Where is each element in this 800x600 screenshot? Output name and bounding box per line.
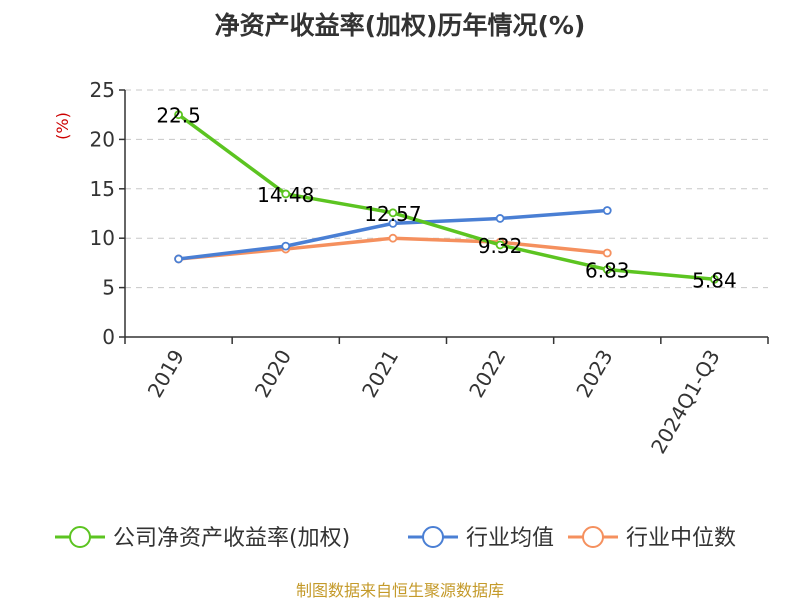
- x-tick-label: 2020: [250, 346, 296, 402]
- chart-title: 净资产收益率(加权)历年情况(%): [215, 11, 586, 40]
- data-point: [388, 233, 398, 243]
- legend-swatch-marker: [422, 526, 444, 548]
- legend-label: 行业中位数: [626, 526, 736, 551]
- data-label: 5.84: [692, 268, 737, 292]
- data-point: [495, 214, 505, 223]
- data-label: 22.5: [156, 104, 201, 128]
- series-lines: [174, 110, 719, 284]
- grid-lines: [125, 89, 768, 289]
- data-point: [602, 248, 612, 258]
- legend-swatch-marker: [69, 526, 91, 548]
- data-point: [710, 274, 719, 284]
- legend: 公司净资产收益率(加权) 行业均值 行业中位数: [55, 526, 736, 551]
- data-point: [602, 265, 612, 274]
- y-tick-labels: 0 5 10 15 20 25: [90, 78, 115, 349]
- y-axis-label: (%): [53, 112, 72, 140]
- data-label: 9.32: [478, 234, 523, 258]
- y-tick-label: 15: [90, 177, 115, 201]
- data-point: [495, 240, 505, 250]
- y-tick-label: 25: [90, 78, 115, 102]
- x-tick-label: 2023: [571, 346, 617, 402]
- data-point: [602, 206, 612, 215]
- x-tick-label: 2024Q1-Q3: [646, 346, 725, 458]
- data-point: [281, 241, 291, 251]
- legend-label: 公司净资产收益率(加权): [113, 526, 350, 551]
- x-tick-label: 2021: [357, 346, 403, 402]
- x-tick-label: 2019: [143, 346, 189, 402]
- x-tick-labels: 2019 2020 2021 2022 2023 2024Q1-Q3: [143, 346, 725, 458]
- axes: [119, 89, 769, 344]
- source-note: 制图数据来自恒生聚源数据库: [296, 581, 504, 600]
- data-point: [174, 110, 183, 120]
- x-tick-label: 2022: [464, 346, 510, 402]
- data-point: [174, 254, 183, 264]
- data-point: [388, 218, 398, 228]
- data-label: 12.57: [364, 202, 421, 226]
- y-tick-label: 0: [102, 325, 115, 349]
- data-point: [388, 208, 398, 218]
- y-tick-label: 20: [90, 127, 115, 151]
- data-label: 6.83: [585, 259, 630, 283]
- legend-swatch-marker: [582, 526, 604, 548]
- y-tick-label: 5: [102, 276, 115, 300]
- legend-label: 行业均值: [466, 526, 554, 551]
- data-labels: 22.5 14.48 12.57 9.32 6.83 5.84: [156, 104, 736, 293]
- data-label: 14.48: [257, 183, 314, 207]
- y-tick-label: 10: [90, 226, 115, 250]
- data-point: [281, 189, 291, 199]
- series-line: [177, 113, 715, 282]
